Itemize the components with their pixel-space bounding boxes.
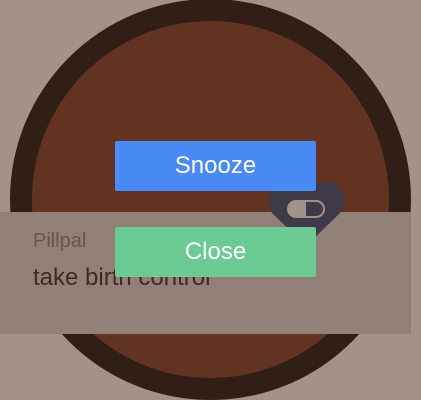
- notification-app-name: Pillpal: [33, 230, 87, 252]
- close-button[interactable]: Close: [115, 227, 316, 277]
- watch-screen-clip: [10, 0, 411, 400]
- snooze-button[interactable]: Snooze: [115, 141, 316, 191]
